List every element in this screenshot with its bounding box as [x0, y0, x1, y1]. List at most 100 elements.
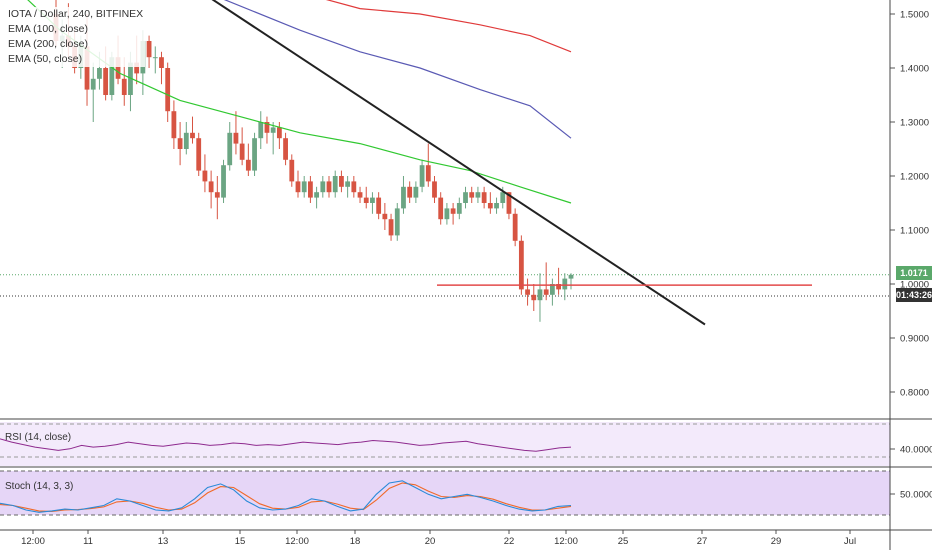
- candle-body: [438, 197, 444, 220]
- candle-body: [208, 181, 214, 193]
- stoch-label[interactable]: Stoch (14, 3, 3): [5, 481, 74, 492]
- x-tick-label: 12:00: [21, 536, 45, 547]
- candle-body: [270, 127, 276, 133]
- x-tick-label: 15: [235, 536, 246, 547]
- candle-body: [252, 138, 257, 171]
- stoch-tick-label: 50.0000: [900, 490, 932, 501]
- candle-body: [425, 165, 431, 182]
- rsi-label[interactable]: RSI (14, close): [5, 432, 72, 443]
- y-tick-label: 1.4000: [900, 64, 929, 75]
- trendline: [211, 0, 706, 326]
- candle-body: [245, 159, 251, 171]
- stoch-band: [0, 471, 890, 515]
- candle-body: [314, 192, 320, 198]
- candle-body: [549, 284, 555, 295]
- legend-ema200[interactable]: EMA (200, close): [8, 38, 88, 50]
- x-tick-label: 13: [158, 536, 169, 547]
- candle-body: [494, 203, 499, 209]
- y-tick-label: 1.5000: [900, 10, 929, 21]
- y-axis: 1.5000 1.4000 1.3000 1.2000 1.1000 1.0000 0.90…: [890, 10, 929, 399]
- candle-body: [562, 278, 568, 290]
- candle-body: [531, 294, 537, 301]
- candle-body: [165, 68, 171, 112]
- candle-body: [469, 192, 475, 198]
- y-tick-label: 0.8000: [900, 388, 929, 399]
- candle-body: [128, 62, 133, 95]
- candle-body: [115, 57, 121, 79]
- candle-body: [221, 165, 226, 198]
- legend-ema100[interactable]: EMA (100, close): [8, 23, 88, 35]
- candle-body: [84, 46, 90, 90]
- countdown-tag: 01:43:26: [896, 288, 932, 302]
- candle-body: [326, 181, 332, 193]
- stoch-panel: 50.0000: [0, 470, 932, 516]
- candle-body: [413, 186, 419, 198]
- candle-body: [543, 289, 549, 295]
- candle-body: [307, 181, 313, 198]
- candle-body: [97, 68, 102, 79]
- stoch-k-line: [0, 480, 572, 513]
- x-tick-label: Jul: [844, 536, 856, 547]
- legend-ema50[interactable]: EMA (50, close): [8, 53, 83, 65]
- candle-body: [320, 181, 326, 193]
- price-tag: 1.0171: [896, 266, 932, 280]
- x-tick-label: 22: [504, 536, 515, 547]
- candle-body: [463, 192, 468, 203]
- candle-body: [159, 57, 164, 68]
- candle-body: [506, 192, 512, 214]
- candle-body: [152, 57, 158, 59]
- candle-body: [258, 122, 264, 139]
- y-tick-label: 0.9000: [900, 334, 929, 345]
- x-tick-label: 25: [618, 536, 629, 547]
- candle-body: [233, 132, 239, 144]
- grid: [0, 274, 890, 297]
- candle-body: [103, 68, 109, 95]
- candle-body: [475, 192, 481, 198]
- rsi-tick-label: 40.0000: [900, 445, 932, 456]
- candle-body: [432, 181, 437, 198]
- candle-body: [90, 78, 96, 90]
- candle-body: [512, 213, 518, 241]
- y-tick-label: 1.1000: [900, 226, 929, 237]
- candle-body: [481, 192, 487, 203]
- candle-body: [357, 192, 363, 198]
- candle-body: [202, 170, 208, 182]
- candle-body: [518, 240, 524, 290]
- candle-body: [382, 213, 388, 220]
- candle-body: [183, 132, 189, 149]
- candle-body: [227, 132, 233, 166]
- candle-body: [214, 192, 220, 198]
- candle-body: [370, 197, 375, 203]
- candle-body: [177, 138, 183, 149]
- ema200-line: [325, 0, 572, 53]
- candle-body: [283, 138, 288, 160]
- rsi-panel: 40.0000: [0, 422, 932, 466]
- y-tick-label: 1.3000: [900, 118, 929, 129]
- candle-body: [239, 143, 245, 160]
- candle-body: [407, 186, 413, 198]
- candle-body: [388, 219, 394, 236]
- candle-body: [121, 78, 127, 95]
- x-tick-label: 27: [697, 536, 708, 547]
- y-tick-label: 1.0000: [900, 280, 929, 291]
- candle-body: [450, 208, 456, 214]
- x-tick-label: 29: [771, 536, 782, 547]
- candle-body: [295, 181, 301, 193]
- x-tick-label: 12:00: [554, 536, 578, 547]
- candle-body: [556, 284, 561, 290]
- rsi-band: [0, 422, 890, 466]
- ema100-line: [223, 0, 572, 139]
- candle-body: [339, 176, 344, 187]
- x-tick-label: 11: [83, 536, 93, 547]
- candle-body: [444, 208, 450, 220]
- candle-body: [401, 186, 406, 209]
- candle-body: [134, 62, 140, 74]
- legend-symbol[interactable]: IOTA / Dollar, 240, BITFINEX: [8, 8, 144, 20]
- candle-body: [345, 181, 351, 187]
- x-tick-label: 12:00: [285, 536, 309, 547]
- overlay-lines: [27, 0, 812, 326]
- x-tick-label: 18: [350, 536, 361, 547]
- y-tick-label: 1.2000: [900, 172, 929, 183]
